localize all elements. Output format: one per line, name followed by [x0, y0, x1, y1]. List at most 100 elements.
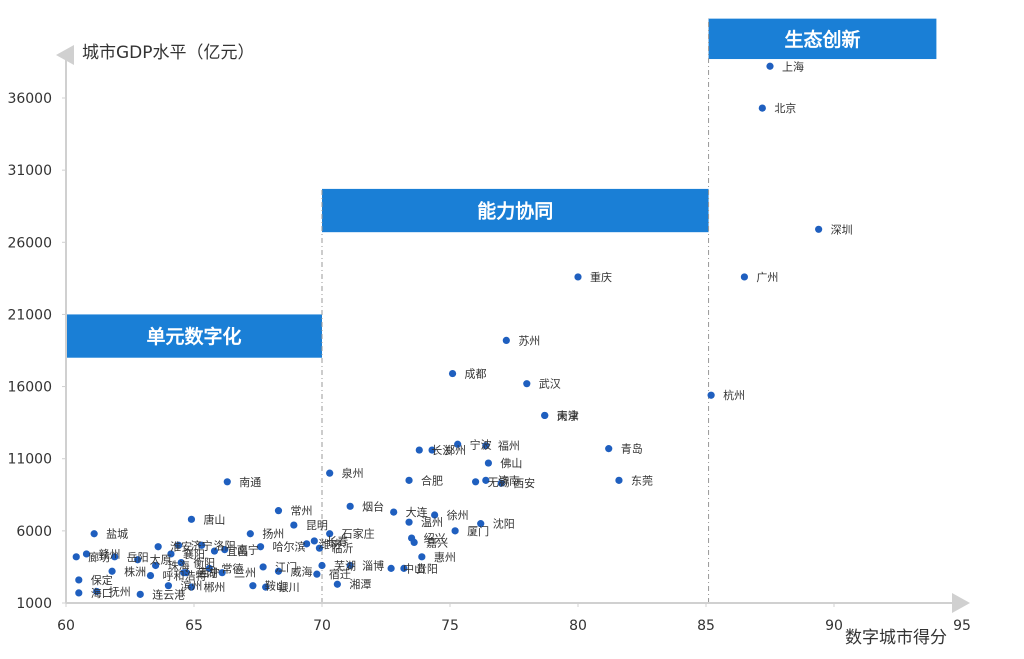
data-point	[134, 556, 142, 564]
data-point	[333, 580, 341, 588]
data-point-label: 连云港	[152, 588, 185, 601]
data-point	[428, 446, 436, 454]
data-point	[310, 537, 318, 545]
data-point-label: 威海	[290, 564, 312, 578]
data-point-label: 福州	[498, 439, 520, 453]
data-point	[164, 582, 172, 590]
data-point	[223, 478, 231, 486]
data-point	[326, 530, 334, 538]
data-point	[274, 567, 283, 575]
data-point	[472, 478, 480, 486]
data-point-label: 昆明	[306, 519, 328, 532]
data-point-label: 襄阳	[183, 547, 205, 561]
y-tick-label: 36000	[7, 91, 52, 107]
y-axis-title: 城市GDP水平（亿元）	[82, 43, 255, 63]
x-tick-label: 85	[697, 618, 715, 634]
data-point	[451, 527, 459, 535]
data-point-label: 宜昌	[226, 544, 248, 558]
data-point	[346, 561, 354, 570]
data-point	[605, 445, 613, 453]
data-point	[290, 521, 298, 529]
data-point	[418, 553, 426, 561]
data-point-label: 太原	[150, 554, 172, 567]
stage-band-label: 单元数字化	[146, 325, 241, 348]
data-point-label: 泉州	[342, 466, 364, 480]
data-point	[75, 589, 83, 597]
data-point	[108, 567, 116, 575]
data-point-label: 徐州	[447, 508, 469, 522]
data-point	[256, 543, 265, 551]
data-point	[259, 563, 267, 571]
data-point-label: 烟台	[362, 499, 384, 513]
data-point-label: 长春	[326, 535, 348, 548]
data-point-label: 中山	[403, 562, 425, 575]
data-point	[574, 273, 582, 281]
data-point-label: 沈阳	[493, 517, 515, 531]
data-point	[187, 515, 196, 523]
data-point-label: 珠海	[168, 558, 190, 572]
data-point	[198, 541, 206, 549]
data-point	[210, 547, 219, 555]
x-tick-label: 80	[569, 618, 587, 634]
data-point-label: 大连	[406, 505, 428, 519]
data-point-label: 佛山	[500, 457, 522, 470]
stage-band	[708, 18, 937, 60]
data-point-label: 贵阳	[416, 562, 438, 575]
data-point-label: 常德	[221, 561, 243, 575]
data-point-label: 合肥	[421, 473, 443, 487]
data-point	[136, 590, 144, 598]
data-point	[313, 570, 321, 578]
data-point-label: 惠州	[434, 550, 456, 564]
data-point-label: 呼和浩特	[162, 569, 206, 583]
data-point	[482, 476, 490, 484]
data-point	[815, 225, 823, 233]
data-point-label: 芜湖	[334, 558, 356, 572]
data-point-label: 天津	[557, 409, 579, 422]
data-point	[615, 476, 623, 484]
data-point	[205, 564, 213, 572]
data-point-label: 杭州	[723, 388, 745, 402]
data-point	[315, 544, 324, 552]
data-point-label: 济宁	[191, 538, 213, 552]
data-point-label: 潍坊	[319, 537, 341, 551]
data-point	[477, 520, 485, 528]
stage-bands: 单元数字化 能力协同 生态创新	[66, 18, 937, 358]
data-point	[766, 62, 774, 70]
y-tick-label: 26000	[7, 235, 52, 251]
data-points	[72, 62, 823, 598]
data-point-label: 临沂	[331, 541, 353, 555]
data-point-label: 赣州	[98, 547, 120, 561]
y-tick-label: 21000	[7, 307, 52, 323]
data-point	[740, 273, 749, 281]
data-point-label: 温州	[421, 516, 443, 529]
data-point	[303, 540, 311, 548]
data-point-label: 扬州	[262, 527, 284, 541]
x-tick-label: 90	[825, 618, 843, 634]
data-point-label: 武汉	[539, 378, 561, 391]
data-point	[405, 476, 413, 484]
data-point-label: 绍兴	[424, 531, 446, 545]
data-point-label: 淮安	[170, 540, 192, 554]
data-point-label: 重庆	[590, 270, 612, 284]
data-point	[111, 553, 119, 561]
data-point	[221, 546, 229, 554]
data-point-label: 盐城	[106, 528, 128, 541]
data-point	[154, 543, 162, 551]
data-point-label: 廊坊	[88, 550, 110, 564]
data-point	[758, 104, 766, 112]
data-point	[410, 538, 418, 547]
data-point	[346, 502, 354, 510]
data-point	[484, 459, 492, 467]
data-point	[82, 550, 91, 558]
data-point	[482, 442, 490, 450]
data-point-label: 长沙	[431, 444, 453, 457]
data-point-label: 哈尔滨	[273, 540, 306, 554]
data-point-label: 南京	[557, 408, 579, 422]
data-point-label: 淄博	[362, 559, 384, 572]
x-tick-label: 95	[953, 618, 971, 634]
stage-band-label: 能力协同	[477, 200, 553, 223]
data-point-label: 南宁	[237, 543, 259, 557]
y-tick-label: 1000	[16, 596, 52, 612]
